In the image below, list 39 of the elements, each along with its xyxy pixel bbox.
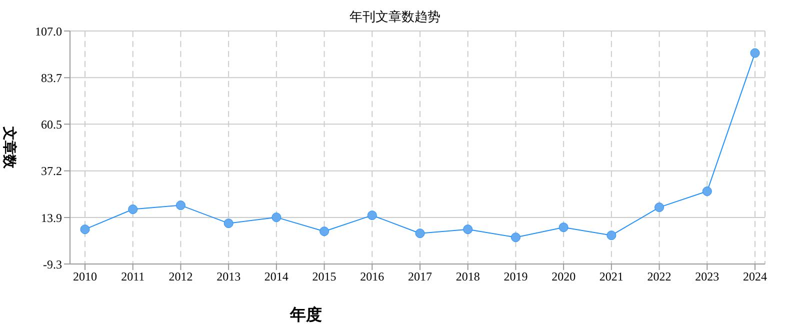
x-tick-label: 2014 [264, 270, 288, 284]
y-tick-label: 107.0 [35, 24, 62, 38]
point [80, 224, 90, 234]
point [176, 200, 186, 210]
point [272, 212, 282, 222]
y-tick-label: 13.9 [41, 210, 62, 225]
x-tick-label: 2013 [216, 270, 241, 284]
chart-title: 年刊文章数趋势 [348, 8, 442, 26]
x-tick-label: 2017 [408, 270, 432, 284]
point [558, 222, 568, 232]
point [224, 218, 234, 228]
x-tick-label: 2023 [695, 270, 720, 284]
x-tick-label: 2022 [647, 270, 672, 284]
point [654, 202, 664, 212]
x-tick-label: 2020 [552, 270, 576, 284]
y-axis-title: 文章数 [1, 126, 18, 170]
point [128, 204, 138, 214]
x-tick-label: 2010 [73, 270, 97, 284]
point [320, 226, 330, 236]
point [750, 48, 760, 58]
point [510, 232, 520, 242]
x-tick-label: 2011 [121, 270, 145, 284]
point [463, 224, 473, 234]
x-tick-label: 2021 [599, 270, 624, 284]
x-tick-label: 2016 [360, 270, 384, 284]
x-tick-label: 2019 [504, 270, 528, 284]
y-tick-label: 83.7 [41, 70, 62, 85]
x-tick-label: 2012 [168, 270, 193, 284]
point [367, 210, 377, 220]
x-tick-label: 2015 [312, 270, 336, 284]
y-tick-label: 37.2 [41, 164, 62, 178]
x-tick-label: 2024 [743, 270, 767, 284]
point [702, 186, 712, 196]
y-tick-label: 60.5 [41, 117, 62, 132]
point [606, 230, 616, 240]
point [415, 228, 425, 238]
x-axis-title: 年度 [289, 305, 322, 324]
y-tick-label: -9.3 [43, 257, 62, 272]
x-tick-label: 2018 [456, 270, 480, 284]
